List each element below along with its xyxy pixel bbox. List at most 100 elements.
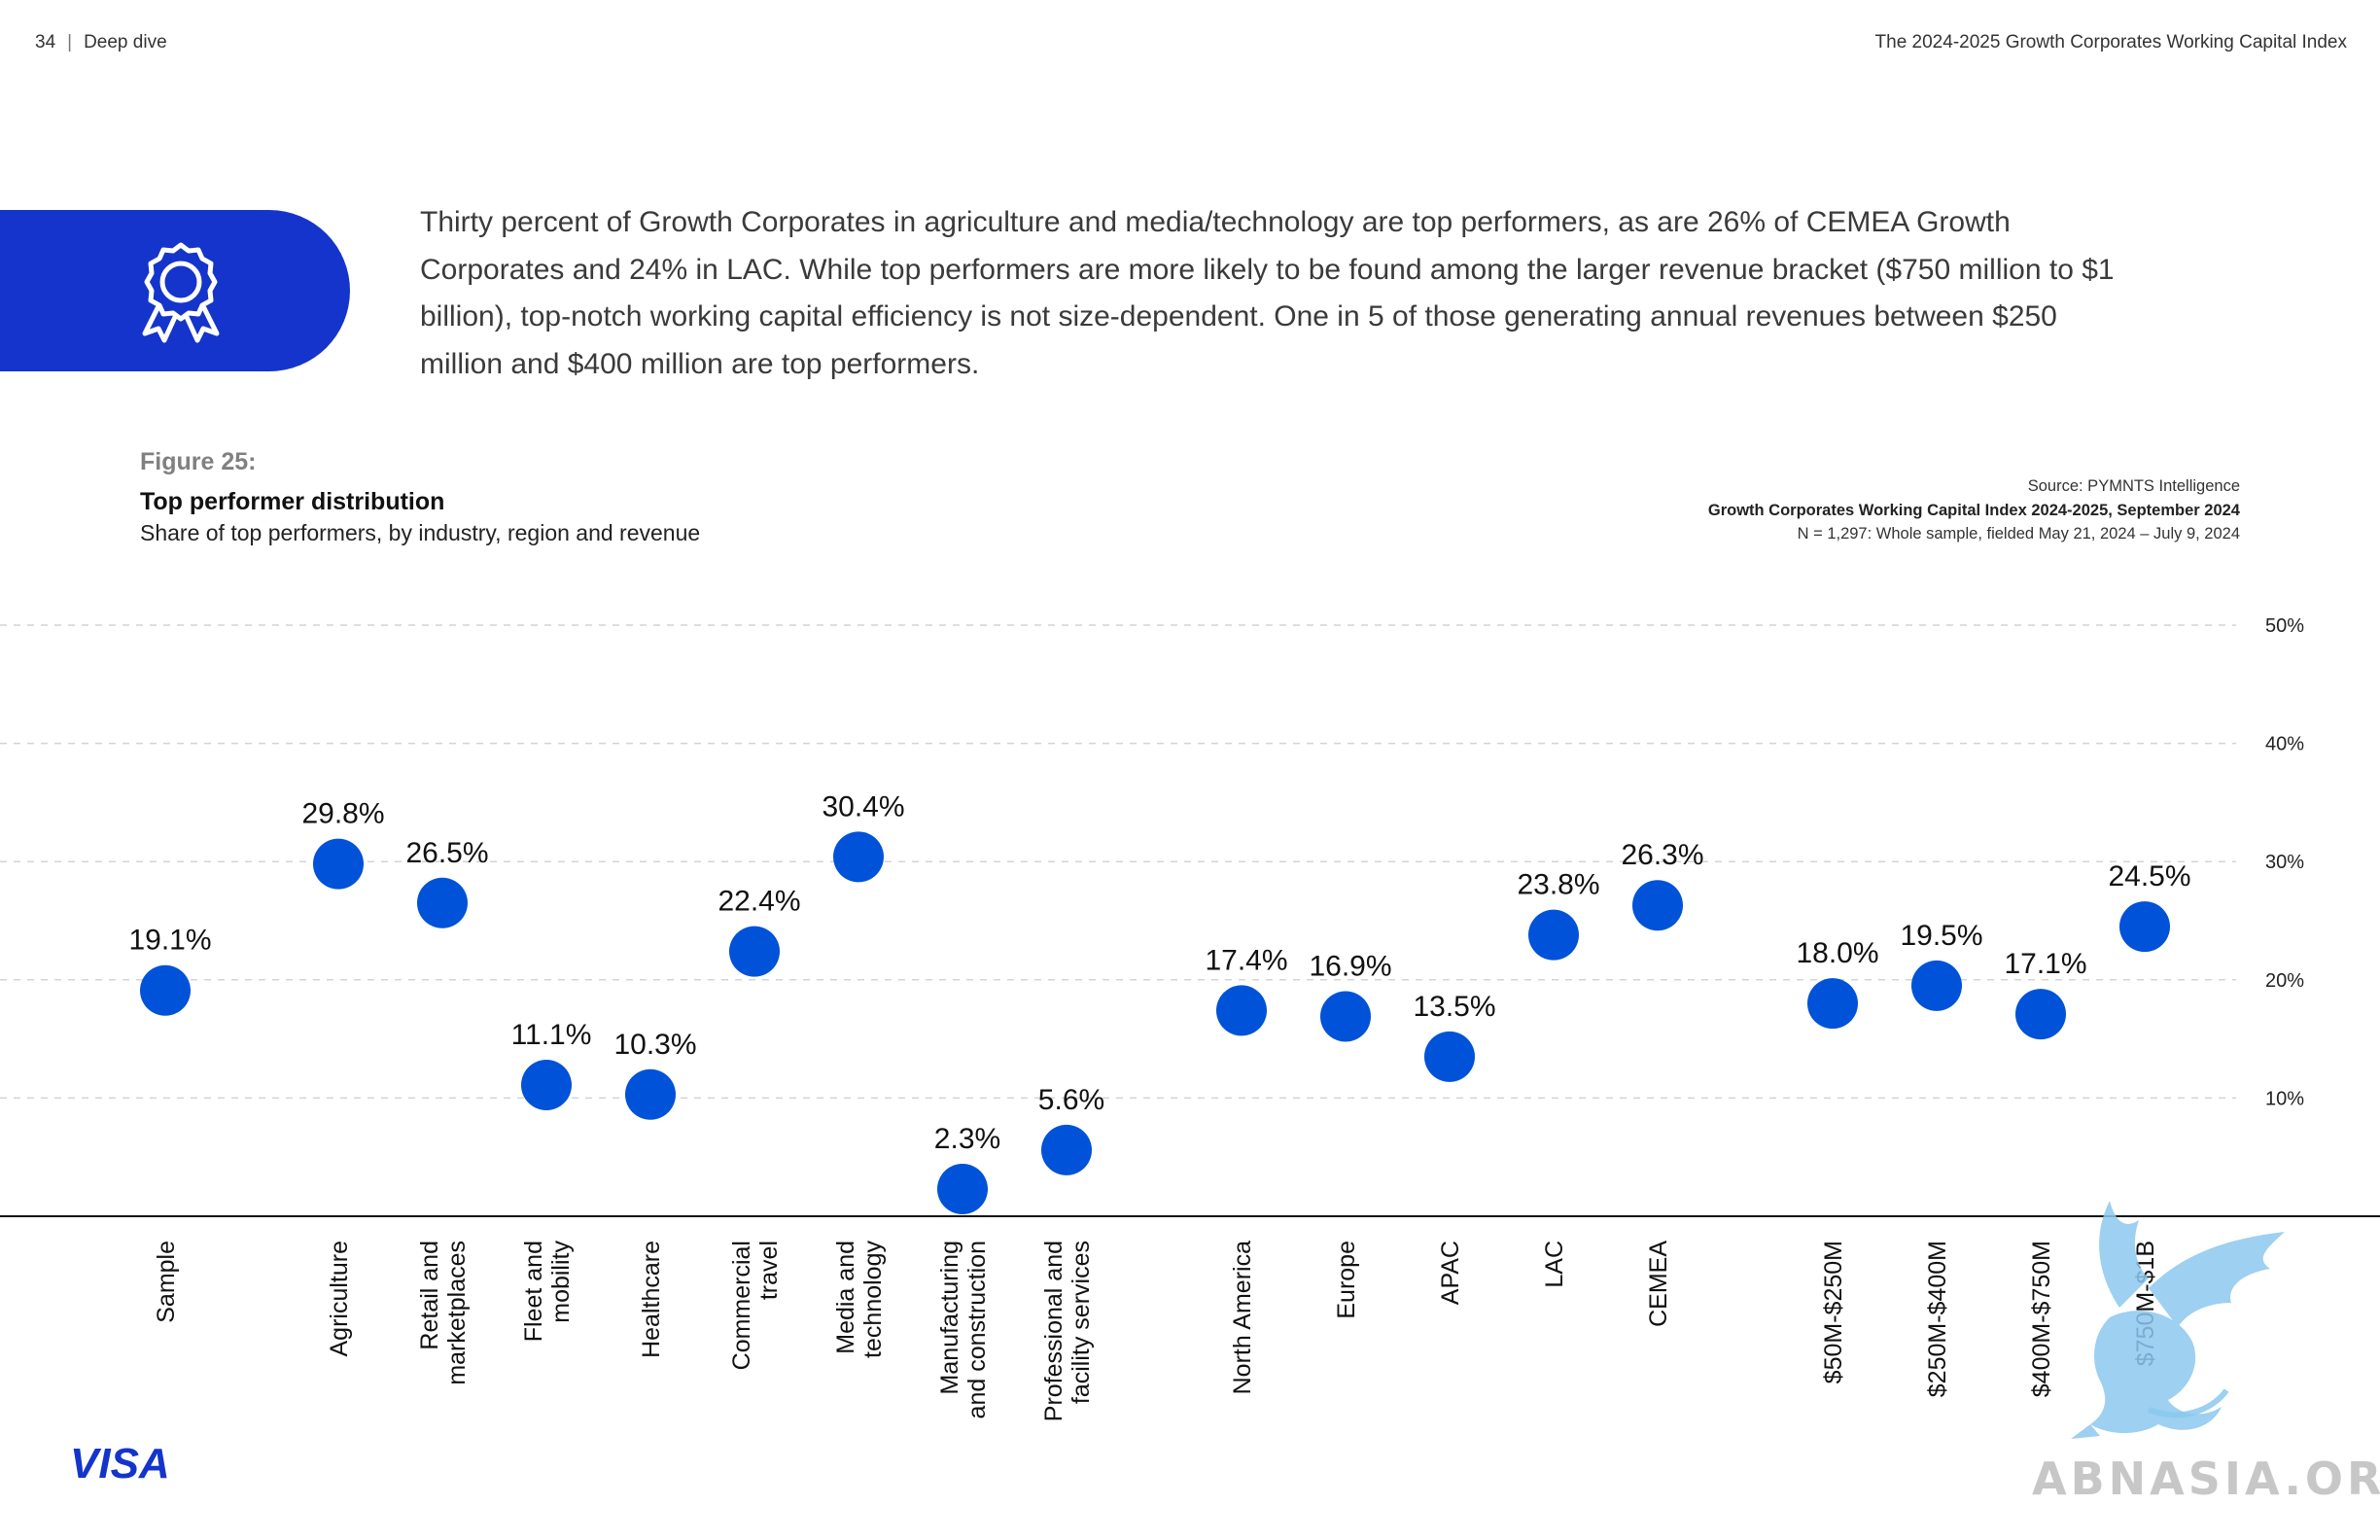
report-title: The 2024-2025 Growth Corporates Working … [1874,32,2347,52]
data-point [2015,989,2066,1040]
category-label-line: Fleet and [520,1241,547,1342]
data-point [1807,978,1858,1030]
data-label: 30.4% [822,790,904,822]
category-label-line: Sample [153,1241,180,1323]
category-label-line: facility services [1068,1241,1095,1404]
category-label-line: Professional and [1040,1241,1068,1421]
data-label: 26.5% [405,837,488,869]
category-label-line: mobility [547,1241,575,1323]
data-point [2119,901,2170,953]
data-label: 26.3% [1621,839,1703,871]
category-label: Professional and facility services [1040,1241,1095,1421]
griffin-watermark [2071,1201,2285,1439]
category-label: Retail and marketplaces [416,1241,471,1385]
data-point [1424,1031,1475,1082]
data-point [417,877,468,928]
figure-subtitle: Share of top performers, by industry, re… [140,520,701,545]
watermark-text: ABNASIA.ORG [2032,1452,2380,1505]
data-label: 24.5% [2108,860,2190,892]
category-label-line: Healthcare [638,1241,665,1358]
category-label: LAC [1541,1241,1568,1288]
data-label: 2.3% [934,1123,1000,1155]
header-separator: | [67,32,73,52]
y-tick-label: 30% [2265,852,2304,873]
category-label-line: travel [755,1241,783,1300]
y-tick-label: 40% [2265,734,2304,755]
figure-title: Top performer distribution [140,488,445,515]
figure-label: Figure 25: [140,448,257,475]
category-label-line: $250M-$400M [1924,1241,1951,1397]
category-label-line: APAC [1437,1241,1464,1305]
data-label: 16.9% [1309,950,1391,982]
data-label: 5.6% [1038,1084,1104,1116]
data-point [140,964,191,1016]
data-label: 22.4% [718,886,800,918]
category-label-line: technology [859,1241,887,1358]
category-label-line: and construction [963,1241,991,1418]
category-label-line: Retail and [416,1241,443,1350]
data-point [1320,991,1371,1042]
data-label: 18.0% [1796,937,1878,969]
category-label: APAC [1437,1241,1464,1305]
page-header-left: 34 | Deep dive [35,32,167,53]
source-line: Source: PYMNTS Intelligence [2027,477,2240,495]
award-ribbon-icon [142,242,220,343]
category-label: $400M-$750M [2028,1241,2055,1397]
source-index-line: Growth Corporates Working Capital Index … [1707,501,2240,519]
data-point [521,1060,572,1111]
category-label-line: $50M-$250M [1820,1241,1847,1383]
data-label: 29.8% [301,798,384,830]
callout-banner [0,210,350,371]
data-label: 10.3% [613,1029,696,1061]
category-label-line: LAC [1541,1241,1568,1288]
data-point [1041,1124,1092,1175]
category-label-line: Manufacturing [936,1241,963,1394]
y-tick-label: 50% [2265,615,2304,637]
data-point [1632,880,1683,931]
category-label-line: Media and [832,1241,859,1354]
category-label: North America [1229,1241,1256,1394]
data-point [1216,985,1267,1036]
data-label: 17.4% [1205,944,1287,976]
y-tick-label: 10% [2265,1088,2304,1109]
category-label: Sample [153,1241,180,1323]
category-label-line: Agriculture [326,1241,353,1357]
category-label: $250M-$400M [1924,1241,1951,1397]
section-name: Deep dive [84,32,167,52]
data-point [833,831,884,883]
category-label-line: North America [1229,1241,1256,1394]
data-label: 19.1% [128,925,211,957]
category-label: Fleet and mobility [520,1241,575,1343]
data-label: 19.5% [1900,920,1982,952]
data-point [1911,960,1962,1011]
category-label: Commercial travel [728,1241,783,1370]
category-label-line: marketplaces [443,1241,471,1385]
category-label: Manufacturing and construction [936,1241,991,1418]
category-label-line: CEMEA [1645,1241,1672,1327]
visa-logo: VISA [70,1441,170,1484]
category-label: Agriculture [326,1241,353,1357]
page-number: 34 [35,32,56,52]
visa-logo-text: VISA [70,1441,170,1484]
data-point [1528,909,1579,961]
data-label: 13.5% [1413,991,1495,1023]
category-label: CEMEA [1645,1241,1672,1327]
data-label: 17.1% [2004,948,2086,980]
y-tick-label: 20% [2265,970,2304,992]
category-label: $50M-$250M [1820,1241,1847,1383]
category-label-line: Europe [1333,1241,1360,1319]
data-point [937,1164,988,1215]
source-note: Source: PYMNTS Intelligence Growth Corpo… [1708,474,2240,546]
data-point [313,838,364,890]
category-label-line: Commercial [728,1241,755,1370]
intro-paragraph: Thirty percent of Growth Corporates in a… [420,206,2115,380]
data-point [729,926,780,977]
category-label: Europe [1333,1241,1360,1319]
data-label: 23.8% [1517,869,1599,901]
data-point [625,1068,676,1120]
category-label-line: $400M-$750M [2028,1241,2055,1397]
category-label: Media and technology [832,1241,887,1358]
source-sample-line: N = 1,297: Whole sample, fielded May 21,… [1797,525,2240,542]
data-label: 11.1% [511,1019,592,1051]
